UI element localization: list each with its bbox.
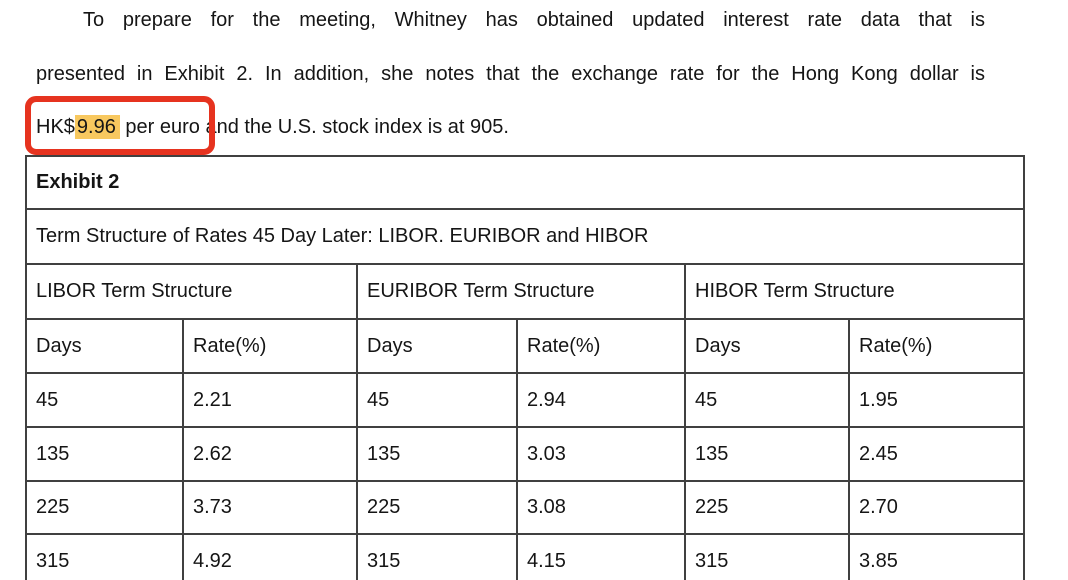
- exhibit-2-table: Exhibit 2 Term Structure of Rates 45 Day…: [24, 155, 1026, 580]
- euribor-days-315: 315: [356, 533, 518, 580]
- hibor-days-315: 315: [684, 533, 850, 580]
- paragraph-line-2: presented in Exhibit 2. In addition, she…: [36, 62, 985, 85]
- hibor-rate-135: 2.45: [847, 426, 1026, 482]
- section-header-libor: LIBOR Term Structure: [25, 263, 358, 320]
- libor-rate-45: 2.21: [182, 372, 358, 428]
- euribor-days-225: 225: [356, 480, 518, 535]
- col-header-rate-hibor: Rate(%): [847, 318, 1026, 374]
- hibor-rate-315: 3.85: [847, 533, 1026, 580]
- exchange-rate-suffix: per euro and the U.S. stock index is at …: [119, 116, 509, 138]
- euribor-rate-225: 3.08: [516, 480, 686, 535]
- euribor-days-45: 45: [356, 372, 518, 428]
- libor-days-135: 135: [25, 426, 184, 482]
- euribor-rate-315: 4.15: [516, 533, 686, 580]
- libor-days-225: 225: [25, 480, 184, 535]
- col-header-days-libor: Days: [25, 318, 184, 374]
- euribor-rate-135: 3.03: [516, 426, 686, 482]
- libor-days-45: 45: [25, 372, 184, 428]
- libor-rate-315: 4.92: [182, 533, 358, 580]
- intro-paragraph: To prepare for the meeting, Whitney has …: [36, 0, 985, 155]
- hibor-days-45: 45: [684, 372, 850, 428]
- libor-days-315: 315: [25, 533, 184, 580]
- table-row: 225 3.73 225 3.08 225 2.70: [25, 480, 1026, 535]
- col-header-rate-libor: Rate(%): [182, 318, 358, 374]
- exchange-rate-prefix: HK$: [36, 116, 75, 138]
- hibor-days-135: 135: [684, 426, 850, 482]
- exhibit-subtitle-row: Term Structure of Rates 45 Day Later: LI…: [24, 208, 1026, 265]
- col-header-days-euribor: Days: [356, 318, 518, 374]
- exhibit-title-row: Exhibit 2: [24, 155, 1026, 210]
- col-header-days-hibor: Days: [684, 318, 850, 374]
- table-row: 135 2.62 135 3.03 135 2.45: [25, 426, 1026, 482]
- paragraph-line-1: To prepare for the meeting, Whitney has …: [83, 9, 985, 31]
- euribor-rate-45: 2.94: [516, 372, 686, 428]
- hibor-days-225: 225: [684, 480, 850, 535]
- paragraph-line-3: HK$ 9.96 per euro and the U.S. stock inde…: [36, 101, 985, 155]
- hibor-rate-225: 2.70: [847, 480, 1026, 535]
- section-header-hibor: HIBOR Term Structure: [683, 263, 1026, 320]
- libor-rate-225: 3.73: [182, 480, 358, 535]
- exhibit-subtitle: Term Structure of Rates 45 Day Later: LI…: [24, 208, 1026, 265]
- exchange-rate-highlight: 9.96: [74, 115, 120, 139]
- section-header-euribor: EURIBOR Term Structure: [356, 263, 686, 320]
- col-header-rate-euribor: Rate(%): [516, 318, 686, 374]
- table-row: 315 4.92 315 4.15 315 3.85: [25, 533, 1026, 580]
- column-header-row: Days Rate(%) Days Rate(%) Days Rate(%): [25, 318, 1026, 374]
- hibor-rate-45: 1.95: [847, 372, 1026, 428]
- exhibit-title: Exhibit 2: [24, 155, 1026, 210]
- euribor-days-135: 135: [356, 426, 518, 482]
- libor-rate-135: 2.62: [182, 426, 358, 482]
- table-row: 45 2.21 45 2.94 45 1.95: [25, 372, 1026, 428]
- section-header-row: LIBOR Term Structure EURIBOR Term Struct…: [25, 263, 1026, 320]
